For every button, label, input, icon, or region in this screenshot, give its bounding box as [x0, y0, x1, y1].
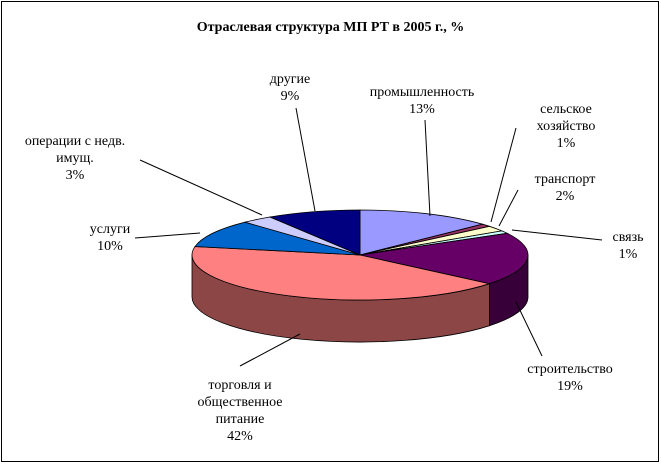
leader-line [134, 232, 201, 239]
data-label: торговля и общественное питание 42% [198, 377, 283, 445]
data-label: другие 9% [270, 71, 310, 105]
slice [268, 209, 361, 256]
value-label: 2% [555, 189, 575, 204]
category-label: услуги [89, 222, 131, 237]
leader-line [511, 229, 603, 241]
slice [194, 221, 361, 256]
value-label: 42% [227, 429, 253, 444]
leader-line [295, 107, 316, 212]
category-label: строительство [527, 362, 613, 377]
value-label: 3% [65, 168, 85, 183]
category-label: сельское хозяйство [536, 102, 596, 134]
leader-line [515, 301, 543, 357]
value-label: 1% [618, 247, 638, 262]
data-label: транспорт 2% [535, 171, 596, 205]
data-label: строительство 19% [527, 361, 613, 395]
value-label: 13% [409, 102, 435, 117]
value-label: 19% [557, 379, 583, 394]
data-label: сельское хозяйство 1% [537, 101, 596, 152]
category-label: другие [269, 72, 311, 87]
leader-line [490, 127, 517, 223]
data-label: услуги 10% [90, 221, 130, 255]
category-label: транспорт [534, 172, 596, 187]
value-label: 9% [280, 89, 300, 104]
slice [191, 246, 491, 301]
category-label: промышленность [369, 85, 475, 100]
category-label: операции с недв. имущ. [24, 134, 126, 166]
data-label: связь 1% [613, 229, 644, 263]
leader-line [498, 189, 519, 227]
data-label: операции с недв. имущ. 3% [25, 133, 125, 184]
leader-line [424, 119, 431, 217]
slice [359, 209, 485, 256]
category-label: торговля и общественное питание [197, 378, 283, 427]
value-label: 10% [97, 239, 123, 254]
slice [359, 232, 529, 285]
chart-title: Отраслевая структура МП РТ в 2005 г., % [196, 20, 465, 35]
value-label: 1% [556, 136, 576, 151]
data-label: промышленность 13% [370, 84, 475, 118]
leader-line [239, 333, 301, 367]
category-label: связь [612, 230, 644, 245]
leader-line [139, 159, 263, 216]
